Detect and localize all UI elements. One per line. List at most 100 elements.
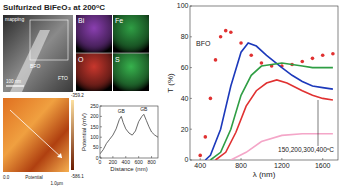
x-tick-label: 600 [134, 159, 143, 165]
x-tick [151, 156, 152, 158]
title: Sulfurized BiFeO₃ at 200ᵒC [3, 3, 105, 12]
x-tick [125, 156, 126, 158]
x-tick [200, 158, 201, 160]
colorbar [71, 100, 74, 170]
annotation: GB [140, 106, 148, 112]
annotation: BFO [196, 40, 211, 47]
y-tick [100, 158, 102, 159]
plot-area [198, 29, 334, 160]
y-tick-label: 40 [181, 95, 189, 102]
data-point [239, 41, 243, 45]
y-tick-label: 80 [181, 33, 189, 40]
annotation-arrow [318, 100, 319, 146]
x-tick-label: 800 [235, 162, 247, 169]
x-axis-label: Distance (nm) [110, 166, 147, 172]
colorbar-label: -586.1 [71, 174, 84, 179]
y-tick-label: 0 [96, 155, 99, 161]
afm-arrow [10, 110, 62, 158]
eds-bg [76, 54, 112, 92]
eds-map [113, 15, 149, 53]
x-tick [281, 158, 282, 160]
data-point [214, 58, 218, 62]
y-tick [100, 147, 102, 148]
tem-label: BFO [30, 63, 40, 69]
y-axis-label: Potential (mV) [81, 113, 87, 151]
data-point [249, 53, 253, 57]
x-tick-label: 1200 [274, 162, 290, 169]
eds-map [76, 54, 112, 92]
x-tick-label: 1600 [315, 162, 331, 169]
x-tick [322, 158, 323, 160]
y-tick-label: 200 [90, 113, 99, 119]
plot-area [100, 114, 158, 154]
data-point [224, 29, 228, 33]
y-tick-label: 100 [90, 134, 99, 140]
data-point [300, 60, 304, 64]
afm-arrowhead [57, 153, 62, 158]
y-tick [100, 116, 102, 117]
data-point [229, 30, 233, 34]
data-point [311, 57, 315, 61]
eds-bg [113, 54, 149, 92]
plot-frame [190, 6, 338, 160]
afm-label: Potential [25, 175, 43, 180]
y-tick [100, 137, 102, 138]
y-tick [190, 67, 192, 68]
eds-bg [76, 15, 112, 53]
afm-label: 0.0 [3, 175, 10, 180]
eds-label: S [115, 56, 120, 63]
y-tick [100, 106, 102, 107]
y-tick-label: 0 [185, 156, 189, 163]
eds-label: Bi [78, 17, 85, 24]
data-point [260, 61, 264, 65]
x-tick [241, 158, 242, 160]
x-tick-label: 0 [99, 159, 102, 165]
mapping-box [30, 20, 68, 60]
y-tick [190, 160, 192, 161]
tem-label: FTO [58, 75, 68, 81]
scale-label: 100 nm [6, 79, 21, 84]
tem-image [3, 15, 73, 92]
plot-frame [100, 106, 158, 158]
data-point [321, 53, 325, 57]
x-tick-label: 200 [109, 159, 118, 165]
y-tick-label: 150 [90, 124, 99, 130]
y-tick-label: 20 [181, 126, 189, 133]
y-tick-label: 250 [90, 103, 99, 109]
y-tick [190, 98, 192, 99]
x-axis-label: λ (nm) [253, 170, 276, 179]
data-point [209, 97, 213, 101]
eds-label: O [78, 56, 84, 63]
y-tick [190, 36, 192, 37]
y-tick [190, 129, 192, 130]
data-point [204, 135, 208, 139]
x-tick-label: 800 [147, 159, 156, 165]
afm-label: 1.0µm [50, 181, 63, 186]
eds-bg [113, 15, 149, 53]
eds-map [76, 15, 112, 53]
annotation: GB [118, 108, 126, 114]
eds-map [113, 54, 149, 92]
afm-image [3, 98, 69, 172]
y-tick-label: 100 [177, 2, 189, 9]
y-tick [190, 6, 192, 7]
x-tick [138, 156, 139, 158]
data-point [331, 52, 335, 56]
eds-label: Fe [115, 17, 123, 24]
figure: Sulfurized BiFeO₃ at 200ᵒCmappingBFOFTO1… [0, 0, 344, 189]
x-tick [112, 156, 113, 158]
x-tick-label: 400 [122, 159, 131, 165]
data-line [100, 114, 158, 154]
colorbar-label: -359.2 [71, 93, 84, 98]
x-tick-label: 400 [194, 162, 206, 169]
data-line [205, 43, 333, 160]
annotation: 150,200,300,400ᵒC [278, 146, 334, 153]
y-tick-label: 60 [181, 64, 189, 71]
x-tick [100, 156, 101, 158]
y-axis-label: T (%) [166, 73, 175, 93]
y-tick [100, 126, 102, 127]
y-tick-label: 50 [93, 144, 99, 150]
data-point [219, 35, 223, 39]
data-point [198, 154, 202, 158]
scale-bar [6, 85, 24, 86]
